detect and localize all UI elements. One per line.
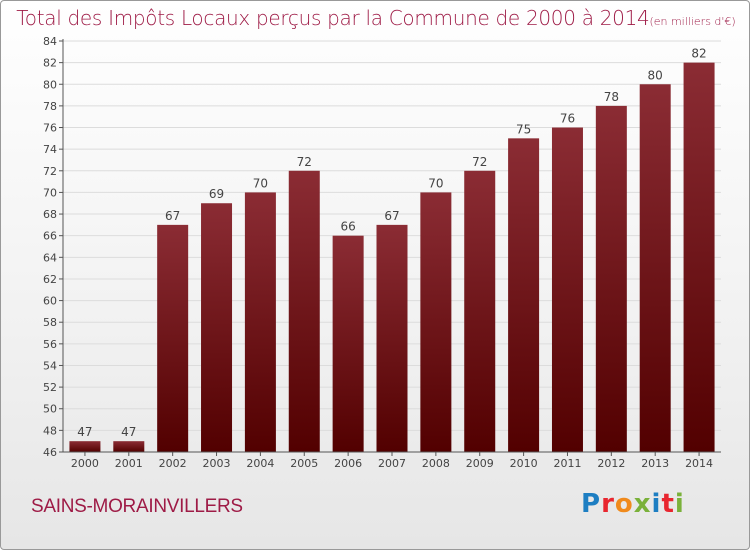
data-label-2012: 78 (604, 90, 619, 104)
x-tick-label: 2012 (597, 457, 625, 470)
x-tick-label: 2009 (466, 457, 494, 470)
data-label-2001: 47 (121, 425, 136, 439)
data-label-2003: 69 (209, 187, 224, 201)
x-tick-label: 2004 (246, 457, 274, 470)
x-tick-label: 2000 (71, 457, 99, 470)
bar-2007 (376, 224, 408, 452)
y-tick-label: 58 (43, 316, 57, 329)
x-tick-label: 2011 (553, 457, 581, 470)
unit-label: (en milliers d'€) (649, 15, 736, 28)
data-label-2014: 82 (691, 47, 706, 61)
x-tick-label: 2013 (641, 457, 669, 470)
data-label-2006: 66 (340, 220, 355, 234)
y-tick-label: 52 (43, 381, 57, 394)
y-tick-label: 66 (43, 230, 57, 243)
chart-title: Total des Impôts Locaux perçus par la Co… (1, 6, 749, 30)
bar-2003 (201, 203, 233, 452)
data-label-2007: 67 (384, 209, 399, 223)
x-tick-label: 2001 (115, 457, 143, 470)
x-tick-label: 2006 (334, 457, 362, 470)
axes: 46 48 50 52 54 56 58 60 62 64 66 68 70 72 74 76 78 80 82 84… (43, 35, 721, 470)
bar-2000 (69, 441, 101, 452)
data-label-2002: 67 (165, 209, 180, 223)
y-tick-label: 76 (43, 122, 57, 135)
bar-2005 (288, 170, 320, 452)
bar-2002 (157, 224, 189, 452)
title-text: Total des Impôts Locaux perçus par la Co… (16, 6, 650, 30)
y-tick-label: 60 (43, 295, 57, 308)
y-tick-label: 82 (43, 57, 57, 70)
x-tick-label: 2005 (290, 457, 318, 470)
commune-name: SAINS-MORAINVILLERS (31, 496, 243, 517)
x-tick-label: 2010 (510, 457, 538, 470)
bar-2012 (595, 105, 627, 452)
x-tick-label: 2014 (685, 457, 713, 470)
bars (69, 62, 715, 453)
data-label-2009: 72 (472, 155, 487, 169)
bar-2009 (464, 170, 496, 452)
y-tick-label: 54 (43, 359, 57, 372)
data-label-2013: 80 (648, 68, 663, 82)
data-label-2010: 75 (516, 122, 531, 136)
y-tick-label: 80 (43, 78, 57, 91)
data-label-2008: 70 (428, 176, 443, 190)
y-tick-label: 56 (43, 338, 57, 351)
y-tick-label: 74 (43, 143, 57, 156)
y-tick-label: 84 (43, 35, 57, 48)
bar-2004 (244, 192, 276, 452)
y-tick-label: 78 (43, 100, 57, 113)
bar-2013 (639, 84, 671, 453)
bar-2006 (332, 235, 364, 452)
x-tick-label: 2002 (159, 457, 187, 470)
y-tick-label: 70 (43, 186, 57, 199)
y-tick-label: 68 (43, 208, 57, 221)
y-tick-label: 48 (43, 424, 57, 437)
proxiti-logo[interactable]: Proxiti (581, 489, 685, 519)
bar-2011 (551, 127, 583, 453)
bar-2010 (508, 138, 540, 452)
y-tick-label: 46 (43, 446, 57, 459)
y-tick-label: 50 (43, 403, 57, 416)
x-tick-label: 2008 (422, 457, 450, 470)
bar-2014 (683, 62, 715, 452)
y-tick-label: 62 (43, 273, 57, 286)
bar-2008 (420, 192, 452, 452)
data-label-2000: 47 (77, 425, 92, 439)
data-labels: 47 47 67 69 70 72 66 67 70 72 75 76 78 80 82 (77, 47, 706, 440)
x-tick-label: 2003 (203, 457, 231, 470)
data-label-2004: 70 (253, 176, 268, 190)
data-label-2005: 72 (297, 155, 312, 169)
y-tick-label: 72 (43, 165, 57, 178)
x-tick-label: 2007 (378, 457, 406, 470)
data-label-2011: 76 (560, 112, 575, 126)
bar-2001 (113, 441, 145, 452)
y-tick-label: 64 (43, 251, 57, 264)
